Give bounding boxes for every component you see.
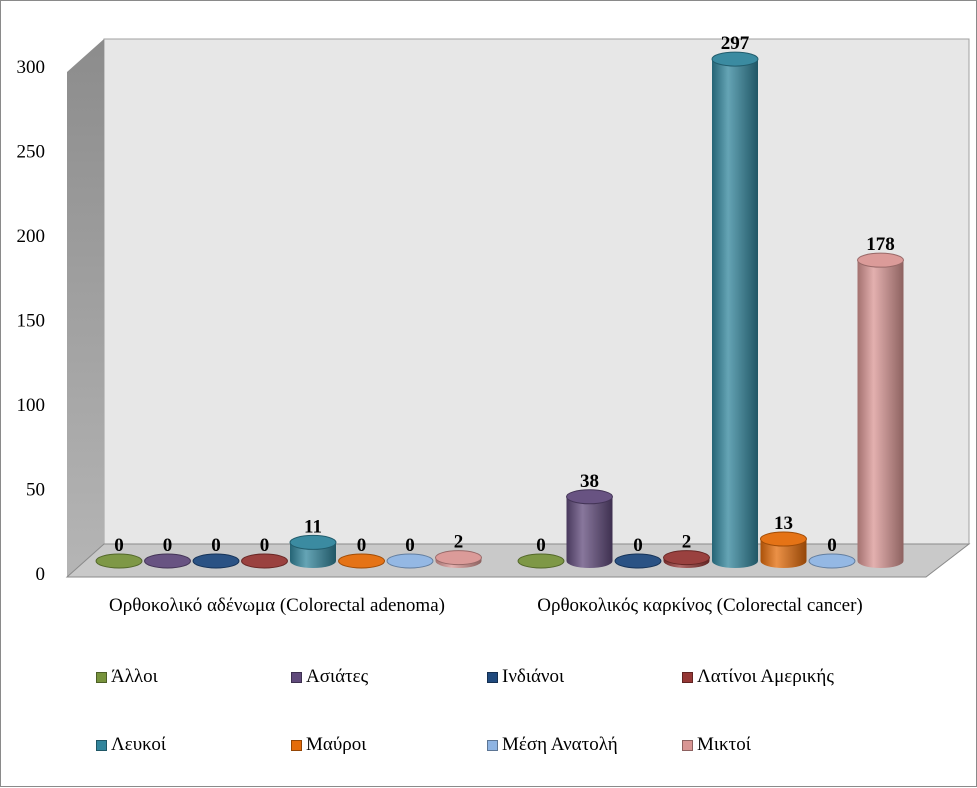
bar-top xyxy=(241,553,288,569)
bar xyxy=(663,550,710,568)
bar xyxy=(241,553,288,569)
bar-top xyxy=(711,51,759,67)
bar-top xyxy=(808,553,856,569)
bar xyxy=(614,553,662,569)
bar-top xyxy=(95,553,143,569)
bar-top xyxy=(517,553,565,569)
bar-top xyxy=(663,550,710,566)
y-tick-label: 50 xyxy=(26,480,45,501)
y-tick-label: 250 xyxy=(17,142,46,163)
data-label: 0 xyxy=(163,535,173,556)
x-category-label: Ορθοκολικός καρκίνος (Colorectal cancer) xyxy=(537,595,862,616)
bar-top xyxy=(289,534,337,550)
bar xyxy=(808,553,856,569)
data-label: 11 xyxy=(304,516,322,537)
bar-top xyxy=(338,553,385,569)
side-wall xyxy=(67,39,104,577)
bar-top xyxy=(614,553,662,569)
bar-top xyxy=(857,252,904,268)
bar-top xyxy=(760,531,807,547)
bar-top xyxy=(566,489,613,505)
data-label: 178 xyxy=(866,234,895,255)
data-label: 0 xyxy=(536,535,546,556)
bar xyxy=(386,553,434,569)
data-label: 0 xyxy=(211,535,221,556)
bar xyxy=(144,553,191,569)
data-label: 13 xyxy=(774,513,793,534)
bar xyxy=(338,553,385,569)
back-wall xyxy=(103,38,970,545)
bar xyxy=(760,531,807,568)
bar xyxy=(857,252,904,568)
y-tick-label: 100 xyxy=(17,395,46,416)
bar xyxy=(517,553,565,569)
y-tick-label: 0 xyxy=(36,564,46,585)
data-label: 0 xyxy=(260,535,270,556)
data-label: 2 xyxy=(454,532,464,553)
bar-body xyxy=(760,539,807,568)
bar-top xyxy=(144,553,191,569)
y-tick-label: 150 xyxy=(17,311,46,332)
data-label: 0 xyxy=(114,535,124,556)
bar-top xyxy=(386,553,434,569)
bar-body xyxy=(857,260,904,568)
bar xyxy=(95,553,143,569)
bar-body xyxy=(712,59,758,568)
bar xyxy=(192,553,240,569)
data-label: 2 xyxy=(682,532,692,553)
bar xyxy=(566,489,613,568)
y-tick-label: 300 xyxy=(17,57,46,78)
data-label: 297 xyxy=(721,33,750,54)
data-label: 0 xyxy=(405,535,415,556)
bar xyxy=(711,51,759,568)
bars xyxy=(95,51,904,569)
data-label: 0 xyxy=(357,535,367,556)
bar-top xyxy=(192,553,240,569)
bar-top xyxy=(435,550,482,566)
bar xyxy=(435,550,482,568)
data-label: 38 xyxy=(580,471,599,492)
x-category-label: Ορθοκολικό αδένωμα (Colorectal adenoma) xyxy=(109,595,445,616)
bar-body xyxy=(566,496,613,568)
y-tick-label: 200 xyxy=(17,226,46,247)
bar xyxy=(289,534,337,568)
data-label: 0 xyxy=(827,535,837,556)
data-label: 0 xyxy=(633,535,643,556)
